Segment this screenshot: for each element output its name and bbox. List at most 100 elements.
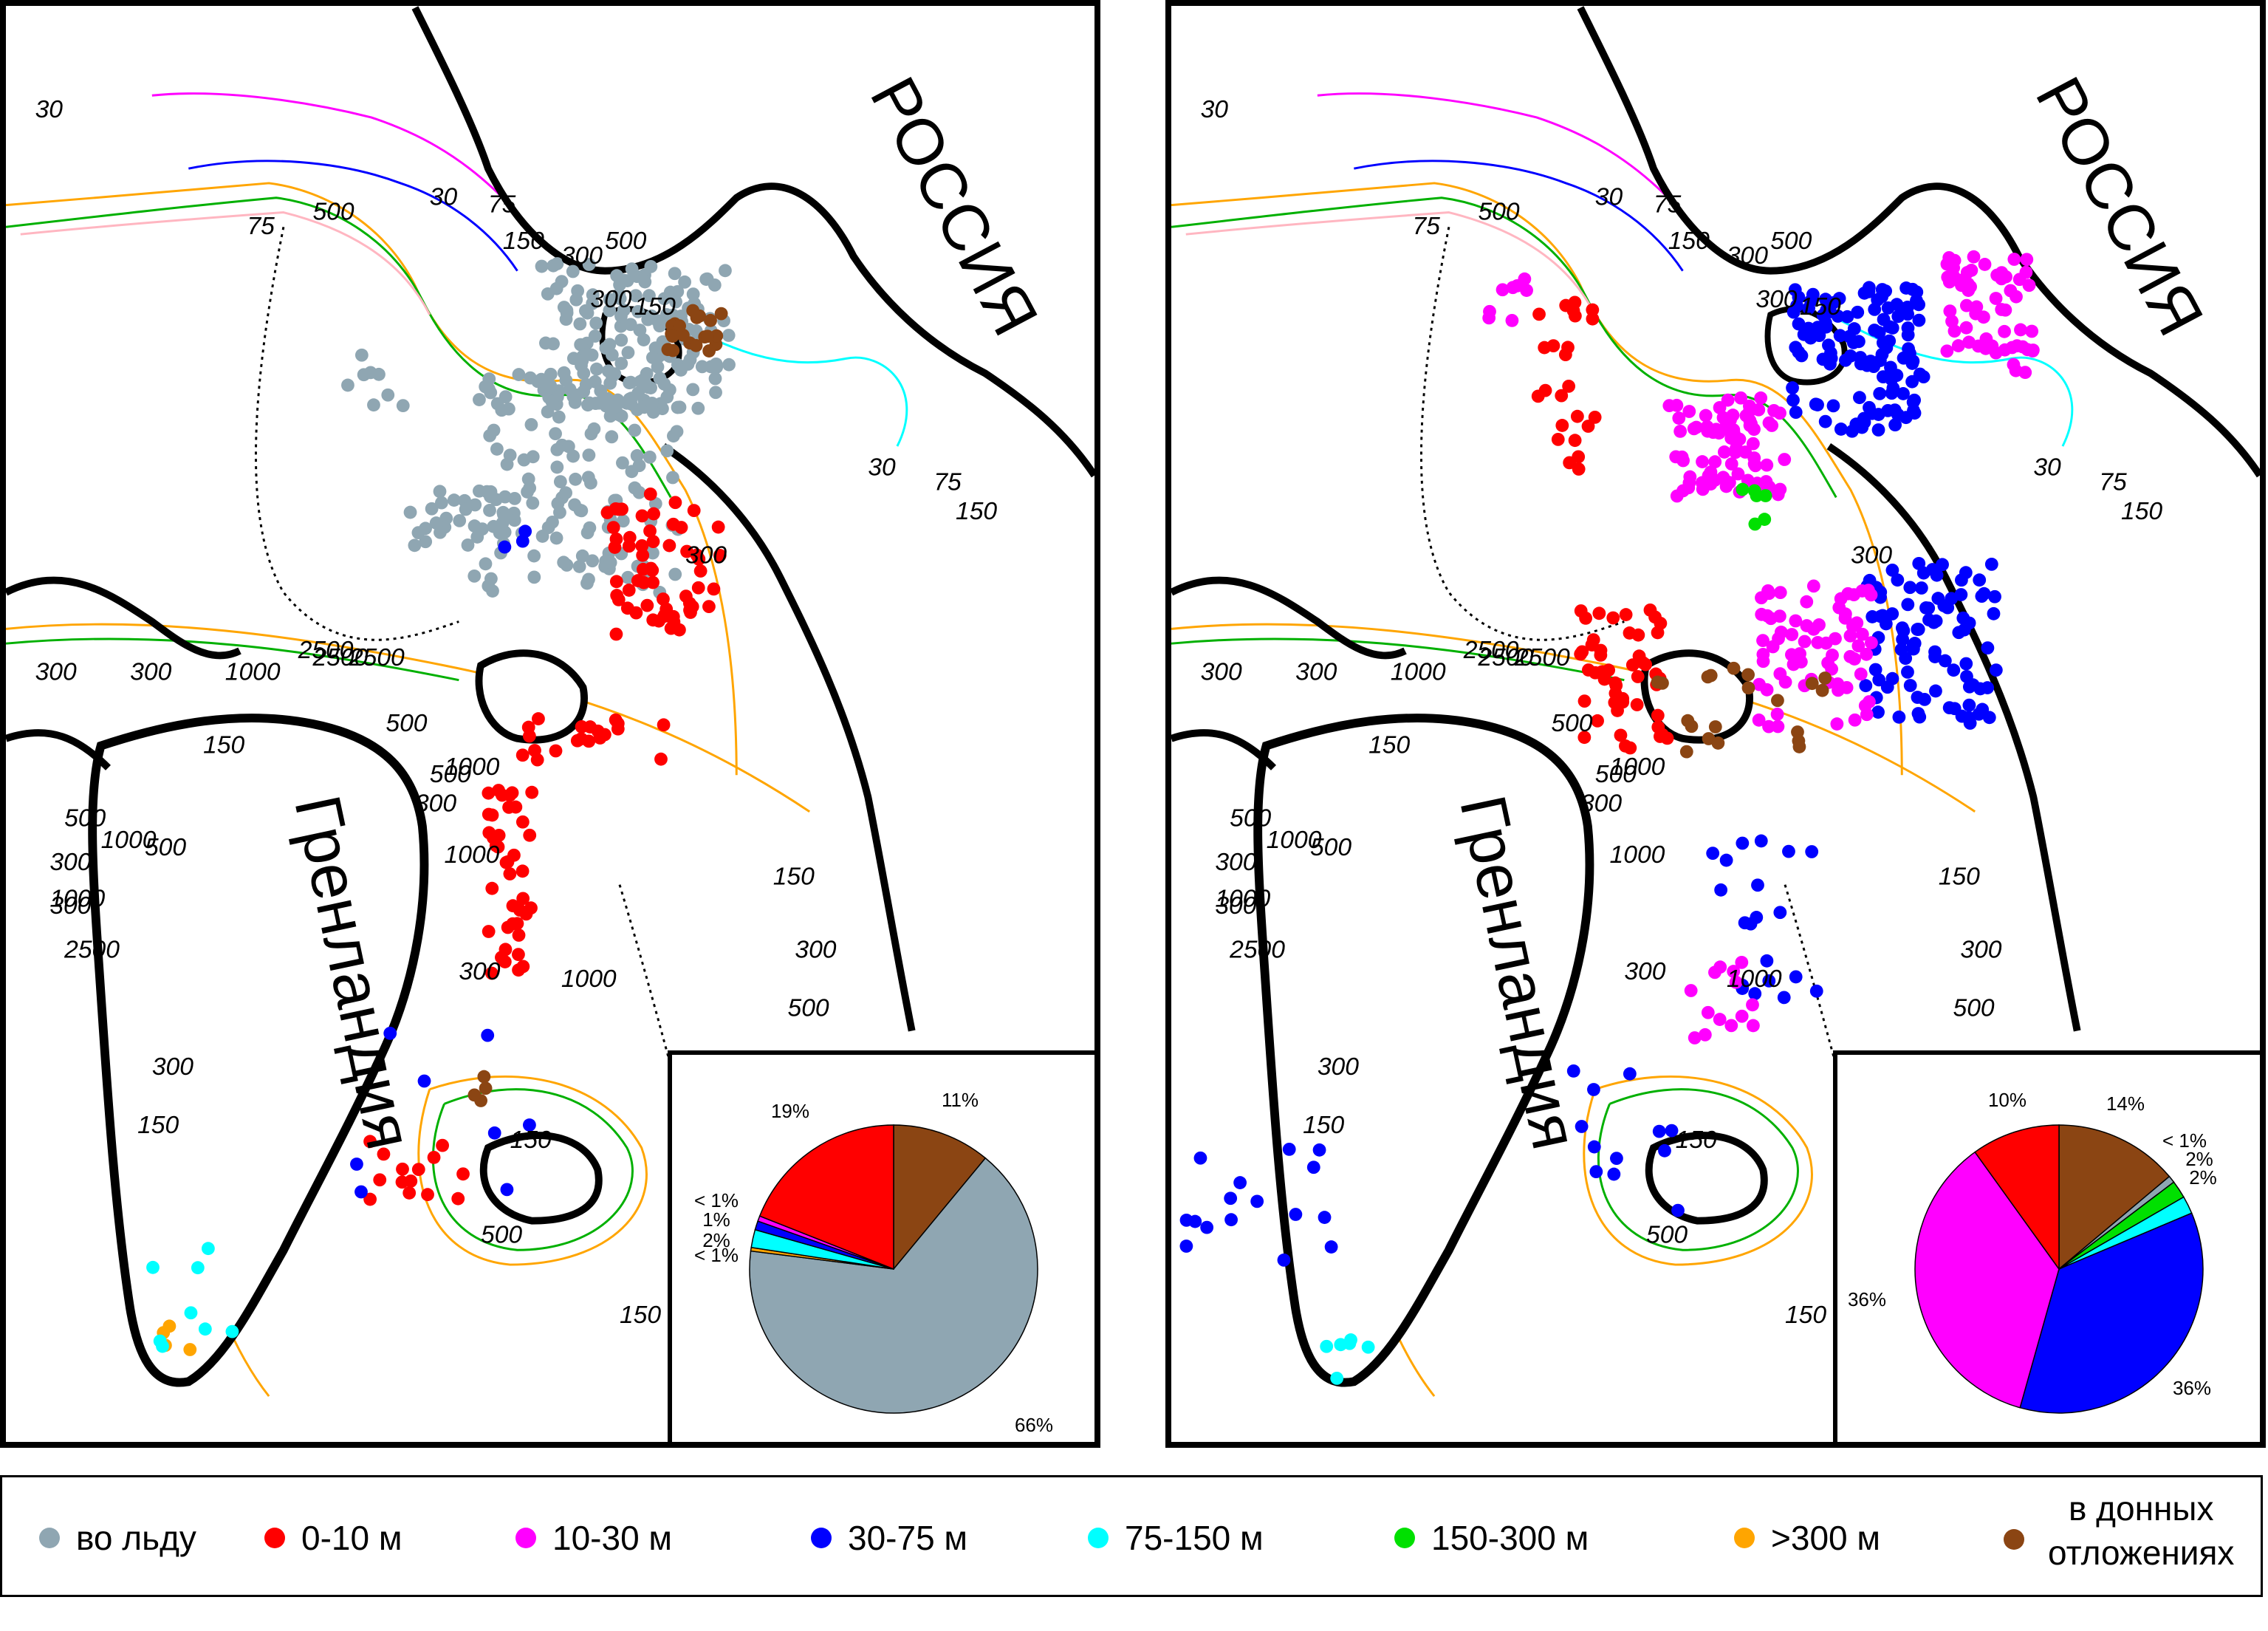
legend-swatch [1734, 1528, 1755, 1548]
sample-point [569, 472, 583, 486]
contour-line [1583, 1076, 1813, 1266]
sample-point [1885, 563, 1899, 577]
sample-point [191, 1261, 205, 1275]
sample-point [605, 348, 619, 362]
sample-point [1989, 292, 2003, 305]
contour-label: 150 [510, 1126, 552, 1154]
pie-label: 2% [702, 1229, 730, 1251]
sample-point [1762, 974, 1776, 988]
sample-point [1884, 360, 1897, 375]
sample-point [614, 319, 628, 333]
sample-point [516, 892, 530, 906]
sample-point [641, 312, 655, 326]
sample-point [559, 486, 573, 500]
sample-point [419, 535, 433, 549]
sample-point [623, 376, 637, 390]
sample-point [373, 1173, 387, 1187]
contour-label: 300 [35, 659, 77, 686]
sample-point [640, 598, 654, 612]
legend-label: 150-300 м [1431, 1519, 1589, 1557]
sample-point [575, 720, 589, 734]
legend-item-10-30: 10-30 м [515, 1516, 672, 1560]
sample-point [512, 929, 526, 942]
sample-point [1755, 607, 1769, 621]
sample-point [1570, 409, 1584, 423]
sample-point [622, 539, 636, 553]
contour-label: 150 [1303, 1112, 1344, 1139]
sample-point [2012, 273, 2027, 287]
pie-label: 11% [942, 1089, 979, 1111]
sample-point [622, 584, 636, 597]
sample-point [686, 383, 700, 397]
contour-label: 300 [152, 1053, 193, 1081]
sample-point [1855, 627, 1869, 641]
sample-point [1885, 607, 1899, 620]
sample-point [1848, 713, 1862, 727]
contour-label: 300 [1215, 849, 1256, 876]
sample-point [1748, 987, 1762, 1001]
sample-point [566, 264, 580, 278]
sample-point [635, 539, 649, 553]
pie-label: 36% [1848, 1288, 1886, 1310]
sample-point [586, 554, 600, 568]
sample-point [1760, 954, 1774, 968]
sample-point [1922, 601, 1936, 615]
sample-point [1773, 906, 1787, 920]
sample-point [1952, 626, 1966, 640]
sample-point [515, 864, 530, 878]
sample-point [1671, 1203, 1685, 1217]
map-panel-right: 30 75 500 30 75 150 300 500 300 150 30 75 150 300 2500… [1165, 0, 2266, 1448]
sample-point [669, 295, 682, 309]
sample-point [518, 524, 532, 538]
contour-label: 150 [1676, 1126, 1717, 1154]
contour-line [1420, 227, 1625, 641]
sample-point [1708, 455, 1722, 469]
sample-point [1988, 589, 2001, 603]
sample-point [1736, 482, 1750, 496]
sample-point [1811, 635, 1825, 649]
sample-point [2026, 344, 2040, 358]
sample-point [1826, 649, 1839, 662]
map-panel-left: 30 75 500 30 75 150 300 500 300 150 30 75 150 300 2500… [0, 0, 1100, 1448]
sample-point [549, 427, 562, 441]
sample-point [635, 509, 649, 523]
sample-point [499, 508, 513, 522]
sample-point [1344, 1333, 1357, 1347]
sample-point [490, 442, 504, 456]
sample-point [1868, 663, 1882, 677]
sample-point [447, 493, 461, 507]
sample-point [1792, 290, 1806, 304]
sample-point [354, 1185, 368, 1199]
sample-point [1962, 680, 1976, 694]
sample-point [198, 1322, 212, 1336]
sample-point [2022, 278, 2036, 293]
sample-point [1606, 611, 1620, 625]
sample-point [1805, 677, 1819, 691]
sample-point [1756, 634, 1769, 648]
sample-point [2004, 284, 2018, 298]
sample-point [1193, 1151, 1207, 1165]
contour-label: 300 [1851, 541, 1892, 569]
sample-point [609, 575, 623, 589]
sample-point [614, 310, 628, 323]
sample-point [523, 828, 537, 842]
sample-point [1911, 691, 1925, 704]
sample-point [1998, 324, 2011, 338]
sample-point [589, 397, 603, 410]
sample-point [1851, 639, 1866, 653]
contour-label: 1000 [49, 885, 105, 912]
sample-point [1850, 616, 1864, 630]
sample-point [1361, 1340, 1375, 1354]
contour-label: 1000 [445, 841, 500, 869]
sample-point [616, 514, 630, 528]
pie-slice [1914, 1151, 2060, 1409]
sample-point [1812, 618, 1826, 632]
sample-point [2005, 341, 2019, 355]
sample-point [687, 504, 701, 518]
sample-point [1729, 975, 1743, 989]
sample-point [1741, 681, 1755, 695]
sample-point [722, 329, 736, 342]
coastline [411, 6, 1094, 478]
sample-point [541, 405, 555, 419]
sample-point [2014, 323, 2027, 337]
